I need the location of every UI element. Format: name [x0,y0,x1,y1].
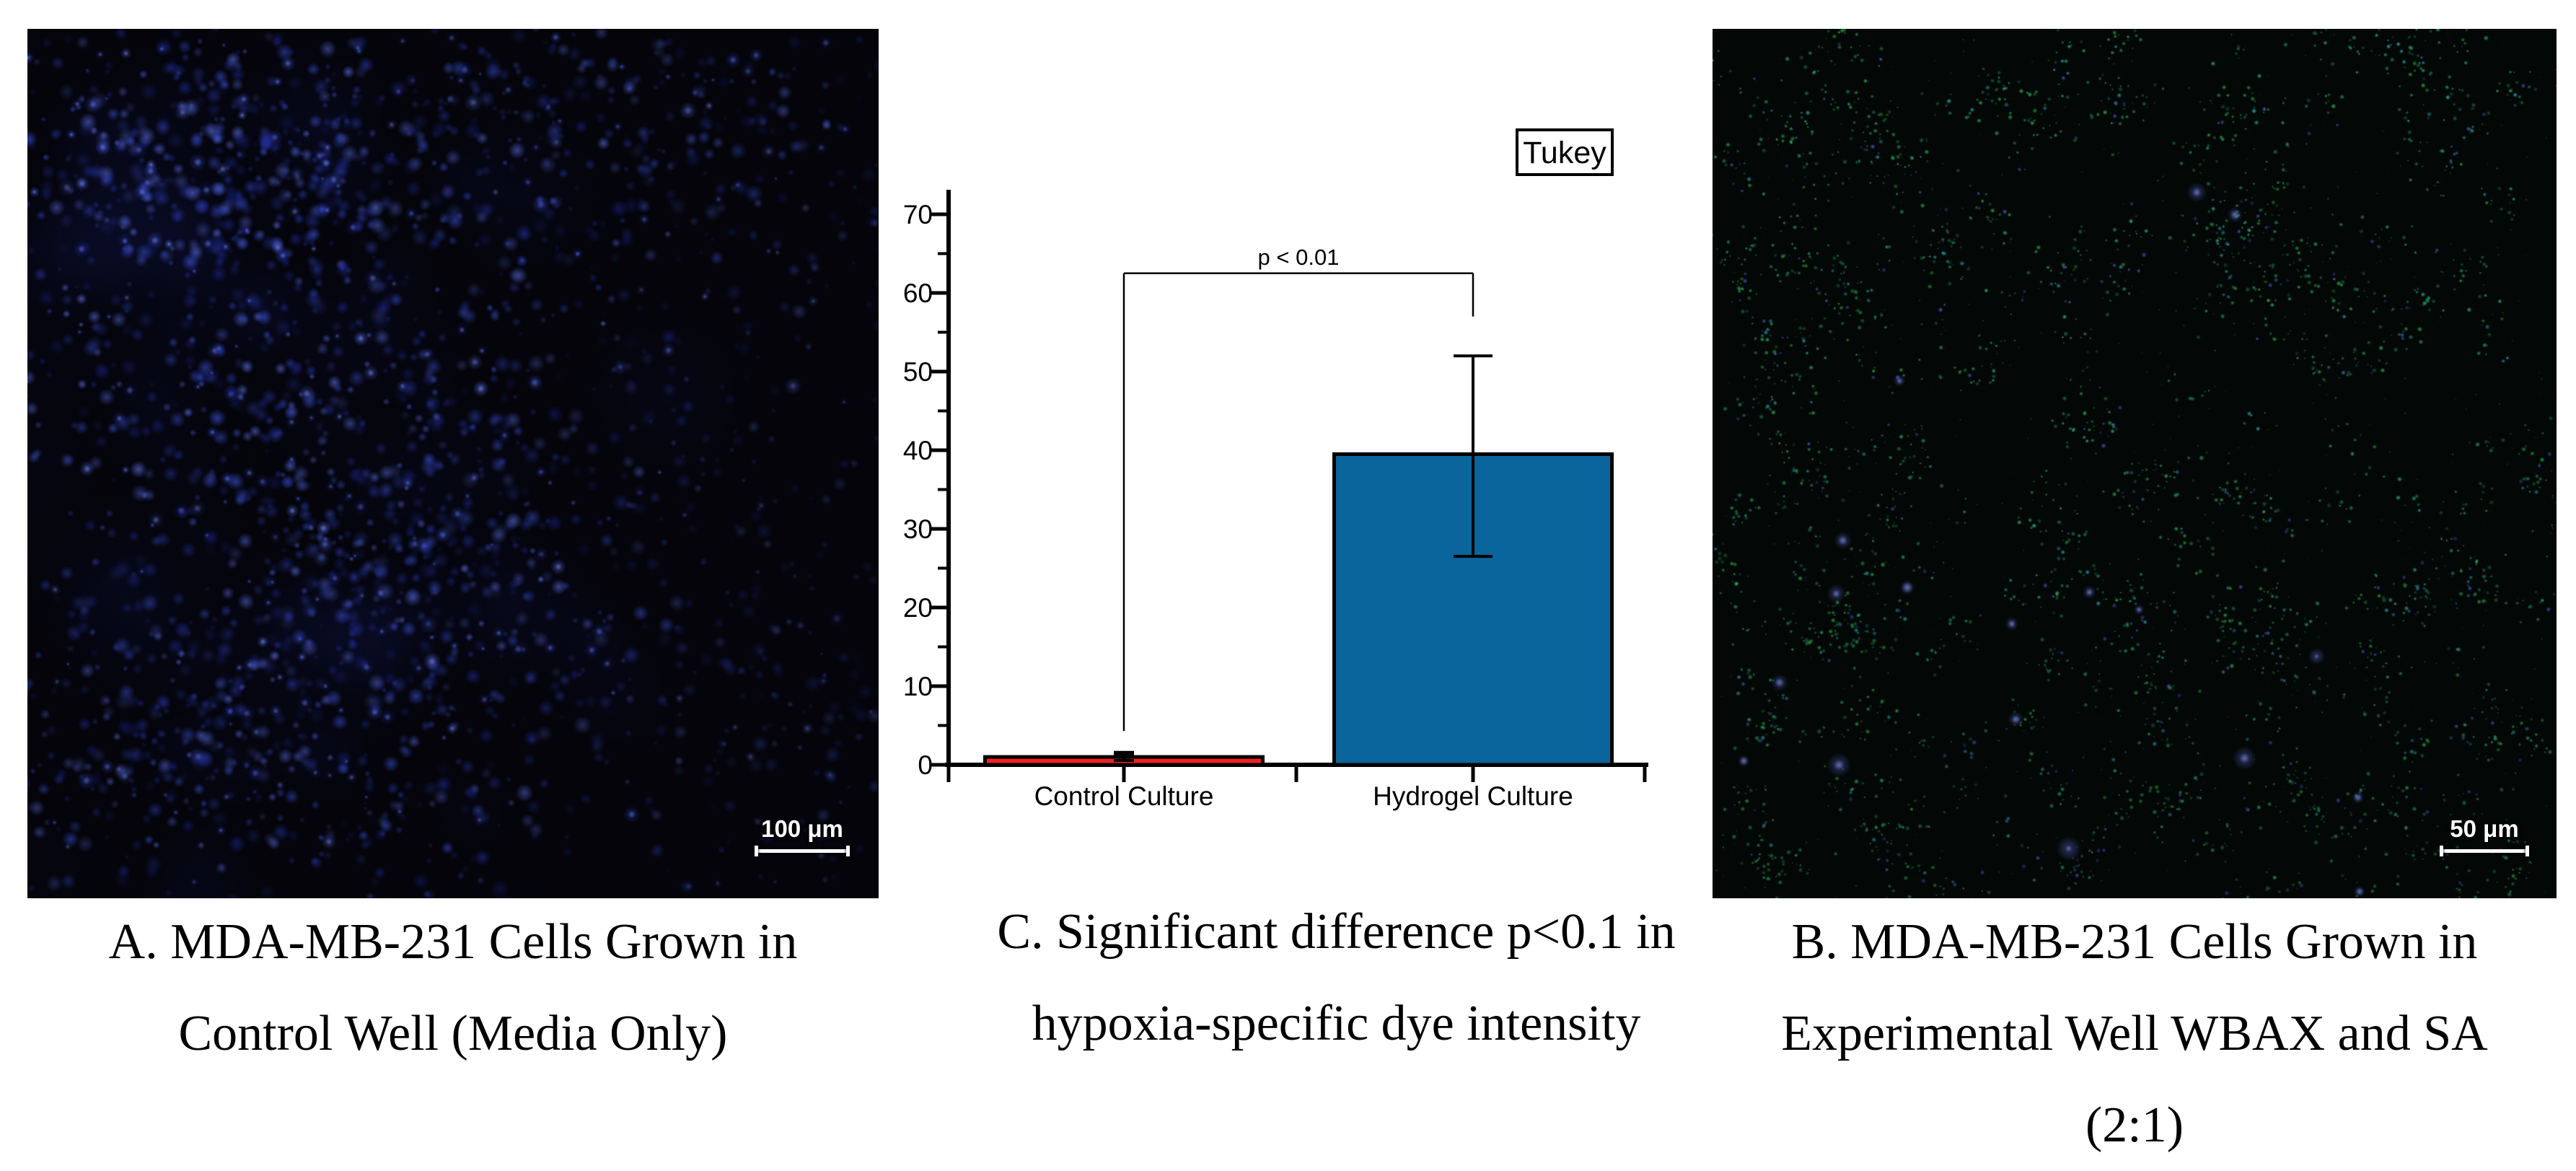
p-value-label: p < 0.01 [1258,245,1340,270]
scale-bar-endcap [2526,846,2529,856]
caption-line: hypoxia-specific dye intensity [1032,996,1641,1051]
y-tick-label: 50 [903,357,933,387]
y-tick-label: 60 [903,279,933,308]
scale-bar-endcap [846,846,850,856]
scale-bar-rule [755,849,850,853]
y-tick-label: 70 [903,200,933,229]
category-label-0: Control Culture [1034,781,1214,811]
caption-line: Control Well (Media Only) [178,1006,728,1061]
legend-box [1516,128,1614,176]
panel-a-micrograph: 100 μm [27,29,879,898]
panel-a-scale-bar: 100 μm [755,816,850,856]
scale-bar-line [755,846,850,856]
scale-bar-label: 100 μm [761,815,843,842]
scale-bar-label: 50 μm [2450,815,2519,842]
caption-panel-c: C. Significant difference p<0.1 in hypox… [898,886,1775,1069]
caption-line: B. MDA-MB-231 Cells Grown in [1791,914,2478,970]
legend-label: Tukey [1523,136,1606,170]
panel-a-image [27,29,879,898]
caption-panel-a: A. MDA-MB-231 Cells Grown in Control Wel… [27,896,879,1079]
bar-chart: 0 10 20 30 40 50 60 70 Control Culture Hydrogel C… [903,128,1648,811]
panel-b-scale-bar: 50 μm [2440,816,2529,856]
scale-bar-endcap [2440,846,2443,856]
caption-line: (2:1) [2085,1097,2184,1153]
scale-bar-line [2440,846,2529,856]
caption-line: A. MDA-MB-231 Cells Grown in [108,914,798,970]
y-tick-label: 40 [903,436,933,465]
category-label-1: Hydrogel Culture [1373,781,1573,811]
scale-bar-rule [2440,849,2529,853]
caption-line: Experimental Well WBAX and SA [1781,1006,2488,1061]
scale-bar-endcap [755,846,758,856]
panel-b-micrograph: 50 μm [1713,29,2557,898]
caption-panel-b: B. MDA-MB-231 Cells Grown in Experimenta… [1709,896,2560,1171]
y-tick-label: 10 [903,672,933,701]
y-tick-label: 20 [903,593,933,623]
y-tick-label: 0 [918,750,933,780]
y-tick-label: 30 [903,514,933,544]
panel-b-image [1713,29,2557,898]
caption-line: C. Significant difference p<0.1 in [997,904,1676,960]
